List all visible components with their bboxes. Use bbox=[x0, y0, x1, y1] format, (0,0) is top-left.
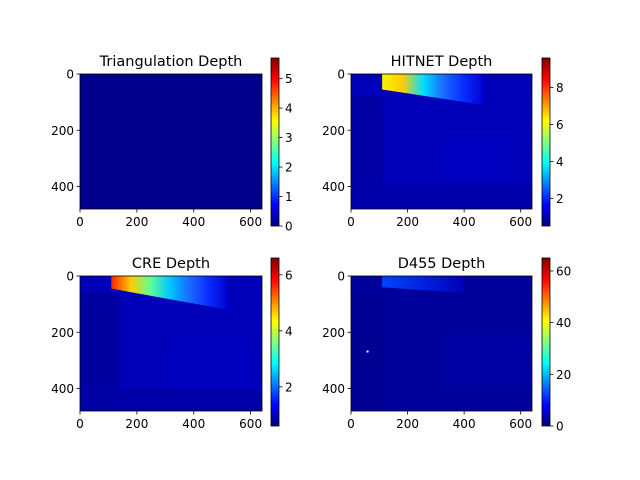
colorbar bbox=[541, 57, 551, 227]
y-tick-label: 400 bbox=[51, 382, 74, 396]
colorbar-tick-label: 0 bbox=[556, 420, 564, 434]
x-tick-label: 0 bbox=[347, 215, 355, 229]
x-tick-label: 400 bbox=[453, 417, 476, 431]
heatmap-region bbox=[351, 298, 385, 409]
y-tick-label: 200 bbox=[51, 124, 74, 138]
subplot-title: Triangulation Depth bbox=[99, 54, 243, 70]
x-tick-label: 600 bbox=[509, 215, 532, 229]
colorbar-tick-label: 4 bbox=[556, 155, 564, 169]
x-tick-label: 600 bbox=[239, 215, 262, 229]
subplot-title: HITNET Depth bbox=[391, 54, 493, 70]
colorbar-tick-label: 3 bbox=[285, 131, 293, 145]
heatmap-image bbox=[351, 276, 532, 411]
y-tick-label: 0 bbox=[337, 68, 345, 82]
x-tick-label: 0 bbox=[347, 417, 355, 431]
colorbar-tick-label: 6 bbox=[556, 118, 564, 132]
heatmap-region bbox=[444, 135, 510, 181]
x-tick-label: 400 bbox=[453, 215, 476, 229]
colorbar bbox=[270, 257, 280, 427]
colorbar-tick-label: 20 bbox=[556, 368, 571, 382]
colorbar-tick-label: 2 bbox=[285, 380, 293, 394]
heatmap-image bbox=[351, 74, 532, 209]
heatmap-region bbox=[444, 332, 532, 389]
x-tick-label: 200 bbox=[396, 417, 419, 431]
heatmap-region bbox=[171, 337, 251, 389]
heatmap-region bbox=[366, 350, 369, 353]
x-tick-label: 200 bbox=[125, 417, 148, 431]
y-tick-label: 400 bbox=[51, 180, 74, 194]
colorbar-tick-label: 2 bbox=[556, 192, 564, 206]
heatmap-image bbox=[80, 74, 262, 209]
x-tick-label: 0 bbox=[76, 417, 84, 431]
x-tick-label: 400 bbox=[182, 417, 205, 431]
subplot-1: Triangulation Depth 0 200 400 600 0 200 400 0 1 2 3… bbox=[51, 54, 293, 234]
colorbar bbox=[541, 257, 551, 427]
colorbar-tick-label: 6 bbox=[285, 268, 293, 282]
axes-frame bbox=[79, 275, 263, 412]
heatmap-region bbox=[80, 292, 120, 403]
heatmap-gradient-region bbox=[111, 276, 228, 310]
colorbar bbox=[270, 57, 280, 227]
subplot-4: D455 Depth 0 200 400 600 0 200 400 0 20 40 60 bbox=[322, 256, 571, 434]
heatmap-region bbox=[351, 96, 383, 195]
x-tick-label: 0 bbox=[76, 215, 84, 229]
y-tick-label: 200 bbox=[322, 124, 345, 138]
subplot-3: CRE Depth 0 200 400 600 0 200 400 2 4 6 bbox=[51, 256, 293, 431]
colorbar-tick-label: 4 bbox=[285, 102, 293, 116]
axes-frame bbox=[350, 73, 533, 210]
colorbar-tick-label: 2 bbox=[285, 161, 293, 175]
heatmap-image bbox=[80, 276, 262, 411]
subplot-title: D455 Depth bbox=[398, 256, 486, 272]
y-tick-label: 400 bbox=[322, 180, 345, 194]
colorbar-tick-label: 40 bbox=[556, 316, 571, 330]
y-tick-label: 0 bbox=[66, 68, 74, 82]
subplot-2: HITNET Depth 0 200 400 600 0 200 400 2 4 6 8 bbox=[322, 54, 564, 229]
x-tick-label: 400 bbox=[182, 215, 205, 229]
subplot-title: CRE Depth bbox=[132, 256, 210, 272]
heatmap-region bbox=[80, 388, 262, 411]
x-tick-label: 600 bbox=[239, 417, 262, 431]
heatmap-gradient-region bbox=[382, 276, 465, 293]
heatmap-region bbox=[351, 183, 532, 209]
y-tick-label: 200 bbox=[322, 326, 345, 340]
colorbar-tick-label: 0 bbox=[285, 220, 293, 234]
axes-frame bbox=[79, 73, 263, 210]
colorbar-tick-label: 60 bbox=[556, 264, 571, 278]
colorbar-tick-label: 1 bbox=[285, 190, 293, 204]
x-tick-label: 200 bbox=[125, 215, 148, 229]
y-tick-label: 400 bbox=[322, 382, 345, 396]
colorbar-tick-label: 5 bbox=[285, 72, 293, 86]
colorbar-tick-label: 4 bbox=[285, 324, 293, 338]
axes-frame bbox=[350, 275, 533, 412]
y-tick-label: 0 bbox=[337, 270, 345, 284]
x-tick-label: 600 bbox=[509, 417, 532, 431]
colorbar-tick-label: 8 bbox=[556, 81, 564, 95]
y-tick-label: 200 bbox=[51, 326, 74, 340]
heatmap-gradient-region bbox=[382, 74, 484, 105]
heatmap-base bbox=[80, 74, 262, 209]
y-tick-label: 0 bbox=[66, 270, 74, 284]
x-tick-label: 200 bbox=[396, 215, 419, 229]
